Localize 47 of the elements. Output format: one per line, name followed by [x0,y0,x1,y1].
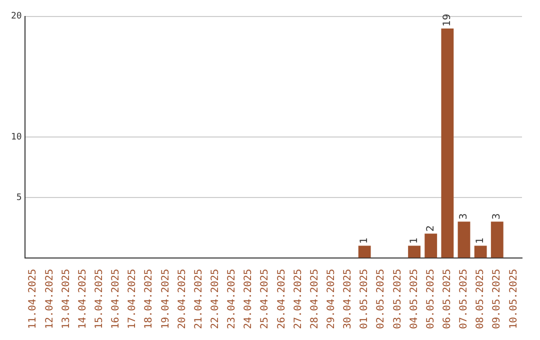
data-label: 3 [458,213,470,220]
bar [474,246,487,258]
x-tick-label: 10.05.2025 [508,268,520,330]
bar [424,234,438,258]
x-tick-label: 12.04.2025 [44,268,56,330]
data-label: 1 [475,237,486,244]
x-tick-label: 08.05.2025 [475,268,486,330]
x-tick-label: 21.04.2025 [193,268,204,330]
bar [458,222,470,258]
x-tick-label: 25.04.2025 [260,268,271,330]
y-tick-label: 10 [10,132,22,142]
x-tick-label: 03.05.2025 [392,268,404,330]
data-label: 1 [359,237,370,244]
x-tick-label: 02.05.2025 [376,268,387,330]
x-tick-label: 14.04.2025 [77,268,88,330]
x-tick-label: 09.05.2025 [492,268,503,330]
x-tick-label: 26.04.2025 [276,268,288,330]
bar [358,246,371,258]
x-tick-label: 19.04.2025 [160,268,172,330]
x-tick-label: 27.04.2025 [292,268,304,330]
x-tick-label: 24.04.2025 [243,268,254,330]
x-tick-label: 29.04.2025 [326,268,338,330]
x-tick-label: 07.05.2025 [458,268,470,330]
data-label: 19 [442,14,454,26]
x-tick-label: 11.04.2025 [28,268,39,330]
x-tick-label: 30.04.2025 [342,268,354,330]
x-tick-label: 13.04.2025 [60,268,72,330]
x-tick-label: 28.04.2025 [309,268,320,330]
x-tick-label: 20.04.2025 [176,268,188,330]
x-tick-label: 23.04.2025 [226,268,238,330]
x-tick-label: 18.04.2025 [144,268,155,330]
x-tick-label: 05.05.2025 [425,268,436,330]
x-tick-label: 15.04.2025 [94,268,106,330]
bar [408,246,420,258]
x-tick-label: 04.05.2025 [408,268,420,330]
x-tick-label: 01.05.2025 [359,268,370,330]
bar [490,222,504,258]
bar [441,28,454,258]
x-tick-label: 16.04.2025 [110,268,122,330]
data-label: 2 [425,225,436,232]
x-tick-label: 17.04.2025 [127,268,138,330]
x-tick-label: 22.04.2025 [210,268,222,330]
data-label: 3 [492,213,503,220]
y-tick-label: 20 [10,12,22,22]
data-label: 1 [408,237,420,244]
y-tick-label: 5 [16,192,22,203]
x-tick-label: 06.05.2025 [442,268,454,330]
